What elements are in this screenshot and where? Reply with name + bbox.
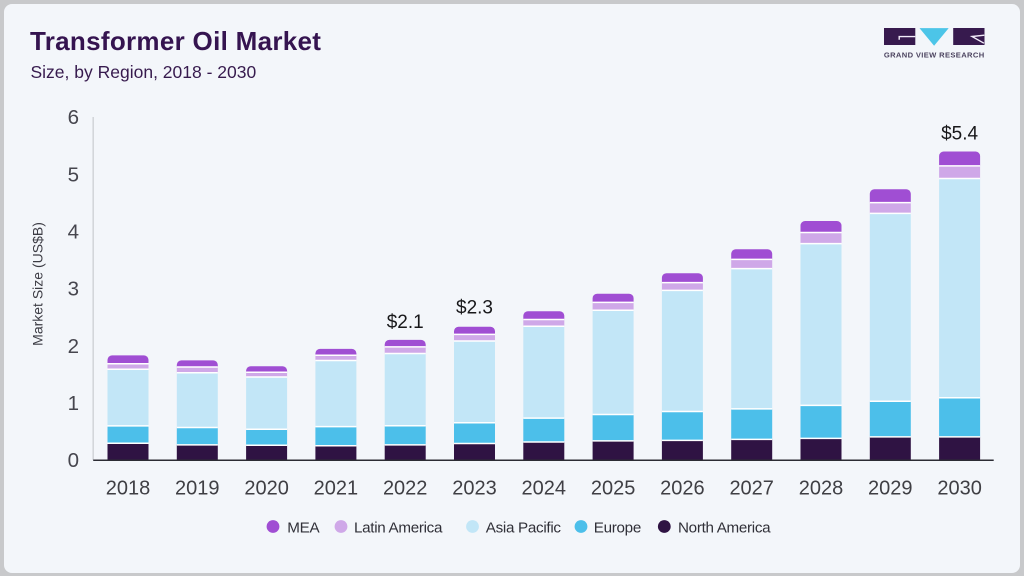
svg-text:2026: 2026 [660, 478, 705, 500]
svg-text:2030: 2030 [937, 478, 982, 500]
svg-text:3: 3 [68, 278, 79, 301]
svg-text:2: 2 [68, 335, 79, 358]
svg-text:$2.1: $2.1 [387, 312, 424, 333]
svg-text:GRAND VIEW RESEARCH: GRAND VIEW RESEARCH [884, 51, 985, 60]
svg-text:Latin America: Latin America [354, 519, 443, 536]
svg-text:$2.3: $2.3 [456, 298, 493, 319]
svg-text:4: 4 [68, 221, 79, 244]
svg-text:2029: 2029 [868, 478, 913, 500]
svg-text:2020: 2020 [244, 478, 289, 500]
svg-text:Transformer Oil Market: Transformer Oil Market [30, 26, 321, 56]
svg-text:2028: 2028 [799, 478, 844, 500]
svg-text:2023: 2023 [452, 478, 497, 500]
svg-text:Europe: Europe [594, 519, 641, 536]
svg-text:2027: 2027 [729, 478, 774, 500]
svg-text:Asia Pacific: Asia Pacific [486, 519, 562, 536]
svg-text:North America: North America [678, 519, 771, 536]
svg-text:2018: 2018 [106, 478, 151, 500]
svg-text:2025: 2025 [591, 478, 636, 500]
svg-text:1: 1 [68, 392, 79, 415]
svg-text:2024: 2024 [522, 478, 567, 500]
svg-text:Size, by Region, 2018 - 2030: Size, by Region, 2018 - 2030 [31, 62, 257, 82]
svg-text:$5.4: $5.4 [941, 124, 978, 145]
svg-text:MEA: MEA [287, 519, 320, 536]
svg-text:2022: 2022 [383, 478, 428, 500]
svg-text:2021: 2021 [314, 478, 359, 500]
svg-text:Market Size (US$B): Market Size (US$B) [30, 222, 46, 346]
svg-text:5: 5 [68, 163, 79, 186]
svg-text:6: 6 [68, 106, 79, 129]
svg-text:2019: 2019 [175, 478, 220, 500]
svg-text:0: 0 [68, 449, 79, 472]
